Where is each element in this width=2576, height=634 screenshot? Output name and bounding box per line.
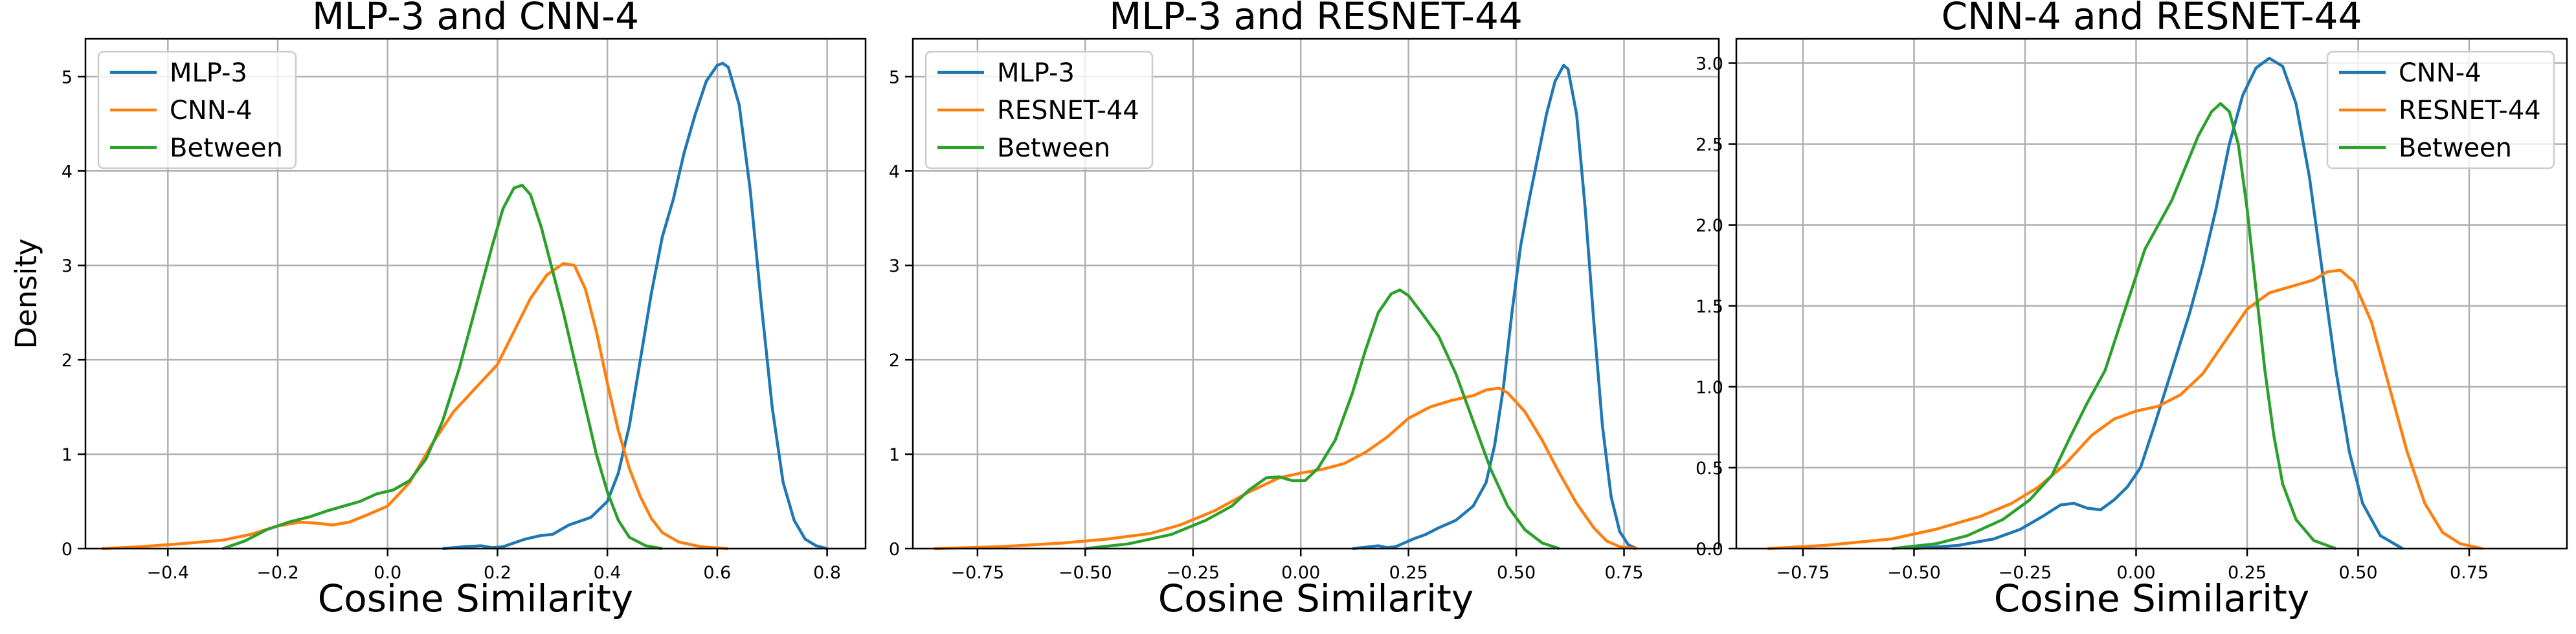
x-tick-label: 0.50	[1497, 563, 1536, 583]
legend: MLP-3 RESNET-44 Between	[924, 50, 1154, 169]
legend-label: RESNET-44	[2399, 96, 2541, 126]
grid-lines	[85, 39, 866, 550]
series-lines	[102, 61, 828, 551]
y-tick-label: 3	[62, 256, 73, 276]
series-line-mlp-3	[1352, 63, 1638, 551]
x-tick-label: −0.4	[147, 563, 190, 583]
x-tick-label: −0.75	[1776, 563, 1830, 583]
y-tick-label: 4	[62, 162, 73, 182]
series-line-cnn-4	[1914, 56, 2404, 551]
series-line-resnet-44	[1767, 268, 2483, 551]
series-lines	[934, 63, 1638, 551]
chart-panel-3: −0.75 −0.50 −0.25 0.00 0.25 0.50 0.75 0.0 0.5 1.0…	[1696, 0, 2568, 620]
y-tick-label: 1.5	[1696, 297, 1723, 317]
y-tick-label: 2.0	[1696, 216, 1723, 236]
plot-frame	[1735, 38, 2568, 550]
y-tick-label: 0.5	[1696, 459, 1723, 479]
x-tick-label: −0.50	[1058, 563, 1112, 583]
series-lines	[1767, 56, 2483, 551]
legend-label: RESNET-44	[997, 96, 1139, 126]
legend-label: MLP-3	[170, 58, 247, 88]
x-axis-label: Cosine Similarity	[1158, 576, 1473, 620]
legend-frame	[2326, 50, 2555, 169]
y-tick-label: 3	[889, 256, 900, 276]
x-tick-label: 0.75	[1604, 563, 1643, 583]
y-axis-label: Density	[9, 238, 43, 349]
legend-label: Between	[997, 133, 1110, 163]
chart-panel-2: −0.75 −0.50 −0.25 0.00 0.25 0.50 0.75 0 1 2 3 4 5 MLP…	[889, 0, 1720, 620]
x-tick-label: 0.50	[2338, 563, 2377, 583]
chart-title: CNN-4 and RESNET-44	[1942, 0, 2362, 38]
legend-label: CNN-4	[170, 96, 252, 126]
legend-frame	[97, 50, 297, 169]
x-axis: −0.75 −0.50 −0.25 0.00 0.25 0.50 0.75	[950, 549, 1644, 583]
chart-panel-1: −0.4 −0.2 0.0 0.2 0.4 0.6 0.8 0 1 2 3 4 5 MLP-3 and C…	[9, 0, 867, 620]
series-line-between	[222, 183, 663, 551]
x-tick-label: −0.75	[950, 563, 1004, 583]
x-tick-label: −0.50	[1887, 563, 1941, 583]
legend-frame	[924, 50, 1154, 169]
series-line-between	[1891, 102, 2336, 551]
legend-label: CNN-4	[2399, 58, 2481, 88]
legend: CNN-4 RESNET-44 Between	[2326, 50, 2555, 169]
y-tick-label: 2	[62, 351, 73, 371]
series-line-resnet-44	[934, 386, 1637, 551]
x-tick-label: −0.2	[256, 563, 299, 583]
x-tick-label: 0.25	[2228, 563, 2267, 583]
y-tick-label: 5	[889, 67, 900, 87]
x-tick-label: 0.00	[2116, 563, 2155, 583]
chart-title: MLP-3 and CNN-4	[312, 0, 639, 38]
x-tick-label: 0.4	[594, 563, 622, 583]
x-tick-label: 0.0	[374, 563, 401, 583]
plot-frame	[84, 38, 867, 550]
x-tick-label: 0.25	[1389, 563, 1428, 583]
y-tick-label: 3.0	[1696, 54, 1723, 74]
y-tick-label: 5	[62, 67, 73, 87]
x-tick-label: −0.25	[1999, 563, 2052, 583]
y-axis: 0 1 2 3 4 5	[889, 67, 913, 560]
legend: MLP-3 CNN-4 Between	[97, 50, 297, 169]
legend-label: Between	[2399, 133, 2512, 163]
chart-title: MLP-3 and RESNET-44	[1109, 0, 1523, 38]
x-tick-label: 0.75	[2450, 563, 2489, 583]
series-line-cnn-4	[102, 262, 729, 551]
y-tick-label: 2.5	[1696, 135, 1723, 155]
y-tick-label: 1	[62, 445, 73, 465]
series-line-between	[1085, 288, 1560, 551]
x-axis: −0.4 −0.2 0.0 0.2 0.4 0.6 0.8	[147, 549, 841, 583]
legend-label: Between	[170, 133, 283, 163]
x-axis: −0.75 −0.50 −0.25 0.00 0.25 0.50 0.75	[1776, 549, 2489, 583]
y-tick-label: 2	[889, 351, 900, 371]
y-tick-label: 0	[889, 540, 900, 560]
y-tick-label: 0	[62, 540, 73, 560]
y-tick-label: 1	[889, 445, 900, 465]
x-axis-label: Cosine Similarity	[318, 576, 633, 620]
x-tick-label: 0.00	[1281, 563, 1320, 583]
y-axis: 0.0 0.5 1.0 1.5 2.0 2.5 3.0	[1696, 54, 1736, 560]
plot-frame	[912, 38, 1720, 550]
x-tick-label: 0.8	[813, 563, 841, 583]
x-tick-label: −0.25	[1166, 563, 1220, 583]
x-tick-label: 0.6	[703, 563, 731, 583]
y-tick-label: 1.0	[1696, 378, 1723, 398]
y-tick-label: 0.0	[1696, 540, 1723, 560]
x-tick-label: 0.2	[484, 563, 511, 583]
series-line-mlp-3	[442, 61, 828, 551]
legend-label: MLP-3	[997, 58, 1075, 88]
x-axis-label: Cosine Similarity	[1994, 576, 2309, 620]
y-axis: 0 1 2 3 4 5	[62, 67, 85, 560]
y-tick-label: 4	[889, 162, 900, 182]
